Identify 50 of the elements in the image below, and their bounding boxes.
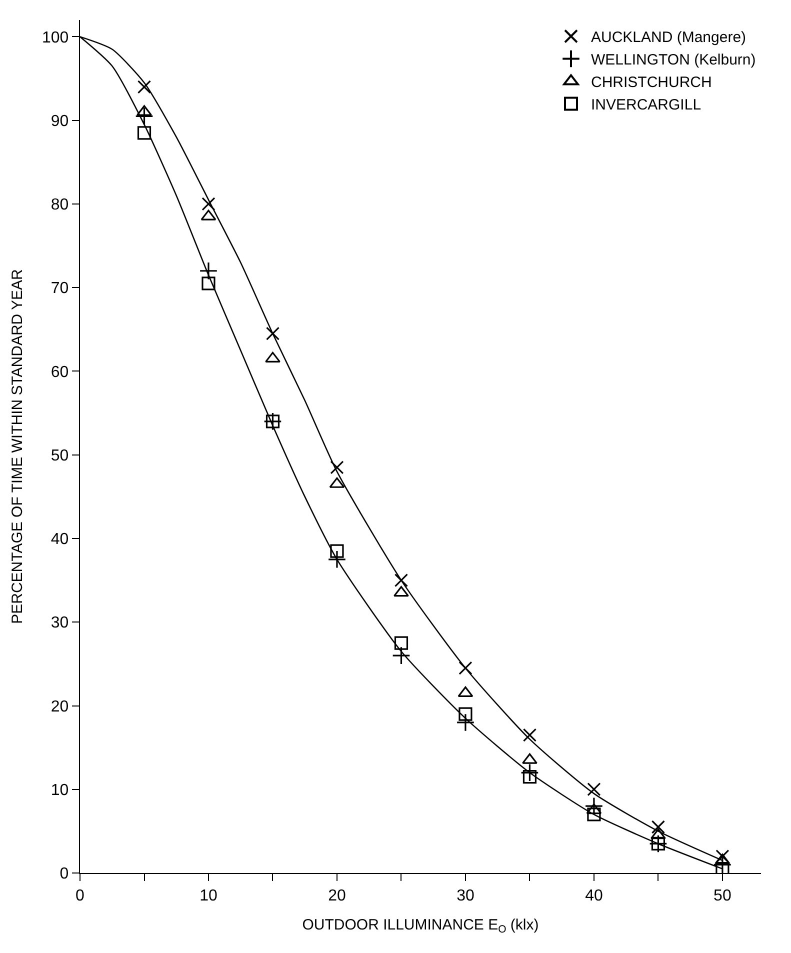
point — [265, 352, 280, 362]
point — [199, 262, 218, 280]
point — [137, 126, 152, 140]
point — [458, 661, 472, 675]
y-tick-label: 30 — [50, 614, 69, 632]
y-axis-title: PERCENTAGE OF TIME WITHIN STANDARD YEAR — [9, 268, 26, 624]
x-tick-label: 10 — [200, 887, 218, 904]
point — [394, 636, 408, 650]
point — [587, 782, 601, 796]
point — [266, 326, 280, 340]
x-tick-label: 0 — [76, 887, 85, 904]
point — [137, 80, 152, 94]
y-tick-label: 50 — [50, 447, 69, 464]
x-tick-label: 40 — [585, 887, 603, 904]
y-tick-label: 0 — [60, 866, 69, 883]
point — [135, 106, 154, 126]
x-tick-label: 50 — [714, 887, 732, 904]
point — [202, 197, 216, 211]
y-tick-label: 70 — [50, 280, 69, 298]
point — [202, 276, 216, 290]
point — [456, 713, 475, 732]
point — [330, 460, 344, 474]
point — [587, 808, 601, 822]
point — [651, 820, 666, 834]
point — [328, 550, 346, 569]
y-tick-label: 60 — [50, 364, 69, 381]
point — [520, 763, 539, 782]
legend-label: WELLINGTON (Kelburn) — [591, 52, 756, 69]
point — [522, 770, 537, 784]
y-tick-label: 80 — [50, 196, 69, 214]
legend-label: INVERCARGILL — [591, 96, 702, 114]
legend-label: AUCKLAND (Mangere) — [591, 29, 746, 46]
y-tick-label: 90 — [50, 112, 69, 130]
point — [330, 544, 344, 558]
point — [522, 728, 537, 742]
point — [136, 105, 152, 116]
x-tick-label: 30 — [456, 887, 474, 904]
point — [584, 796, 604, 816]
point — [394, 574, 408, 588]
y-tick-label: 40 — [50, 531, 69, 548]
y-tick-label: 100 — [42, 29, 69, 46]
point — [394, 586, 409, 597]
x-tick-label: 20 — [328, 887, 346, 904]
y-tick-label: 20 — [50, 698, 69, 716]
x-axis-title: OUTDOOR ILLUMINANCE E$_{O}$ (klx) — [302, 916, 539, 936]
point — [392, 646, 410, 665]
point — [458, 707, 472, 721]
legend-label: CHRISTCHURCH — [591, 74, 712, 92]
point — [586, 803, 602, 814]
y-tick-label: 10 — [50, 782, 69, 799]
